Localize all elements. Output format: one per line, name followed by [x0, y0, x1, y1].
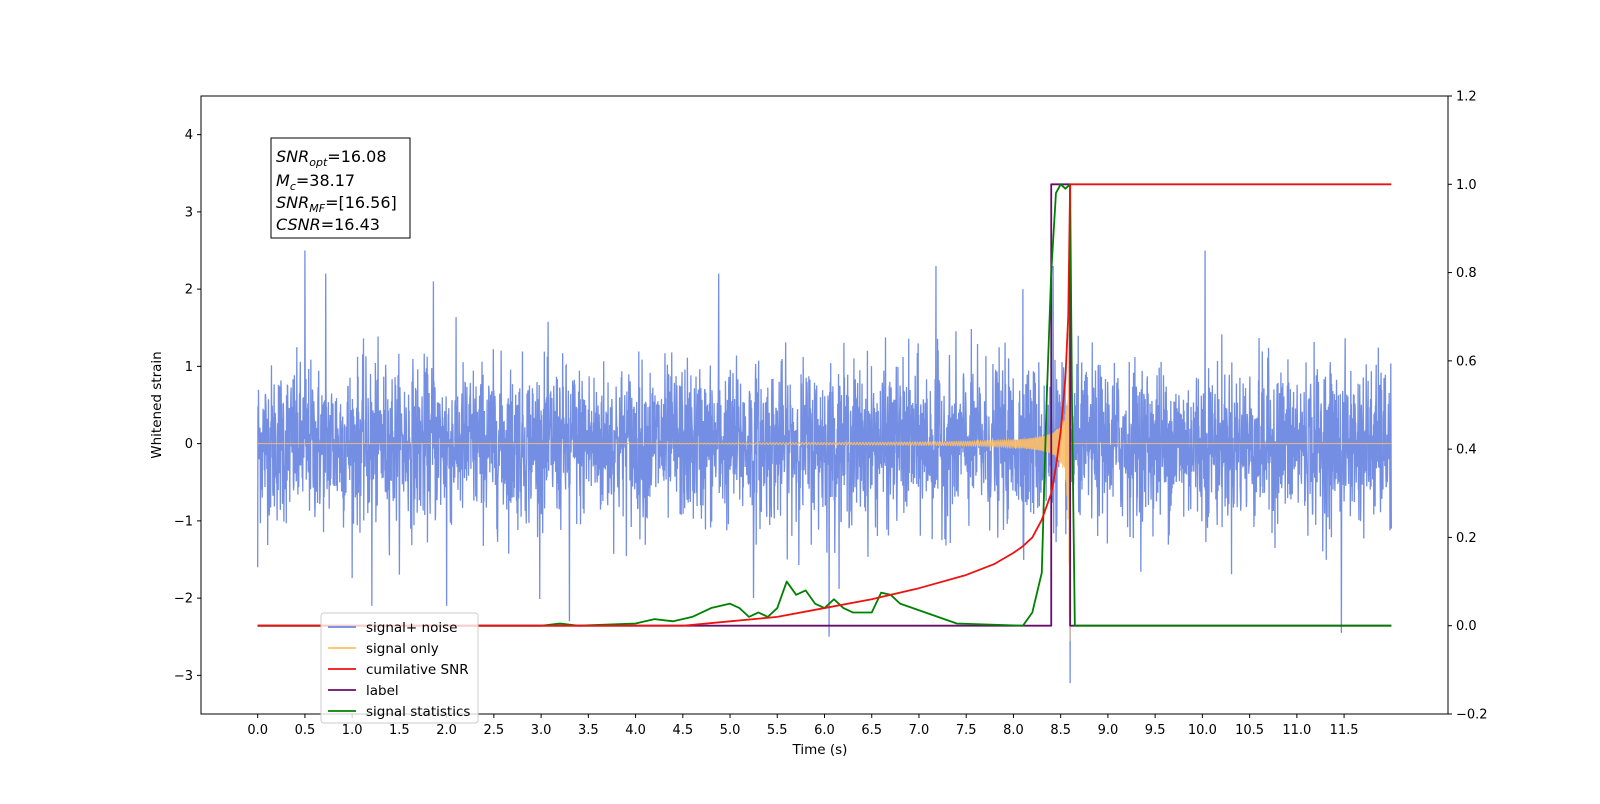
x-axis-label: Time (s) — [792, 742, 848, 758]
annotation-snr-opt-sub: opt — [309, 156, 328, 169]
annotation-mc-symbol: M — [276, 171, 290, 190]
x-tick-label: 2.5 — [484, 723, 505, 738]
svg-text:CSNR=16.43: CSNR=16.43 — [276, 215, 380, 234]
x-tick-label: 1.5 — [389, 723, 410, 738]
legend-label: cumilative SNR — [366, 662, 469, 678]
x-tick-label: 10.5 — [1235, 723, 1264, 738]
x-tick-label: 11.5 — [1330, 723, 1359, 738]
x-tick-label: 7.0 — [909, 723, 930, 738]
y-tick-label: 3 — [185, 205, 193, 220]
x-tick-label: 3.5 — [578, 723, 599, 738]
y-tick-label: −2 — [174, 592, 193, 607]
x-tick-label: 0.5 — [295, 723, 316, 738]
x-tick-label: 5.0 — [720, 723, 741, 738]
annotation-box: SNRopt=16.08 Mc=38.17 SNRMF=[16.56] CSNR… — [270, 137, 411, 239]
x-tick-label: 7.5 — [956, 723, 977, 738]
y-tick-label: 2 — [185, 283, 193, 298]
annotation-snr-mf-value: =[16.56] — [325, 193, 397, 212]
legend-label: signal+ noise — [366, 620, 457, 636]
x-tick-label: 10.0 — [1188, 723, 1217, 738]
x-tick-label: 0.0 — [247, 723, 268, 738]
annotation-snr-opt-value: =16.08 — [327, 147, 386, 166]
y-tick-label: −3 — [174, 669, 193, 684]
y-tick-label: −1 — [174, 514, 193, 529]
x-tick-label: 5.5 — [767, 723, 788, 738]
x-tick-label: 8.0 — [1003, 723, 1024, 738]
y-axis-right: −0.2 0.0 0.2 0.4 0.6 0.8 1.0 1.2 — [1448, 90, 1488, 723]
y2-tick-label: 0.4 — [1456, 443, 1477, 458]
x-tick-label: 8.5 — [1050, 723, 1071, 738]
y-tick-label: 1 — [185, 360, 193, 375]
series-layer — [257, 183, 1392, 642]
signal-noise-line — [257, 250, 1392, 684]
y2-tick-label: 0.0 — [1456, 619, 1477, 634]
x-axis: 0.0 0.5 1.0 1.5 2.0 2.5 3.0 3.5 4.0 4.5 5.0 5.5 6.0 6… — [247, 714, 1359, 738]
cumilative-snr-line — [257, 183, 1392, 627]
x-tick-label: 4.0 — [625, 723, 646, 738]
y-tick-label: 4 — [185, 128, 193, 143]
x-tick-label: 3.0 — [531, 723, 552, 738]
signal-statistics-line — [257, 183, 1392, 627]
x-tick-label: 6.5 — [861, 723, 882, 738]
annotation-mc-value: =38.17 — [296, 171, 355, 190]
legend: signal+ noise signal only cumilative SNR la… — [320, 612, 479, 724]
signal-only-line — [257, 294, 1392, 642]
signal-noise-series — [257, 250, 1392, 684]
legend-label: signal statistics — [366, 704, 470, 720]
x-tick-label: 4.5 — [672, 723, 693, 738]
y2-tick-label: 0.8 — [1456, 266, 1477, 281]
y2-tick-label: 0.6 — [1456, 354, 1477, 369]
annotation-csnr-symbol: CSNR — [276, 215, 321, 234]
x-tick-label: 11.0 — [1282, 723, 1311, 738]
y2-tick-label: −0.2 — [1456, 708, 1488, 723]
annotation-csnr-value: =16.43 — [321, 215, 380, 234]
x-tick-label: 1.0 — [342, 723, 363, 738]
y-axis-label: Whitened strain — [149, 351, 165, 458]
annotation-snr-opt-symbol: SNR — [276, 147, 309, 166]
x-tick-label: 9.0 — [1098, 723, 1119, 738]
annotation-snr-mf-symbol: SNR — [276, 193, 309, 212]
y2-tick-label: 1.2 — [1456, 90, 1477, 105]
y2-tick-label: 1.0 — [1456, 178, 1477, 193]
y-tick-label: 0 — [185, 437, 193, 452]
x-tick-label: 9.5 — [1145, 723, 1166, 738]
svg-text:Mc=38.17: Mc=38.17 — [276, 171, 355, 193]
x-tick-label: 2.0 — [436, 723, 457, 738]
annotation-mc-sub: c — [290, 180, 296, 193]
legend-label: signal only — [366, 641, 439, 657]
legend-label: label — [366, 683, 399, 699]
y2-tick-label: 0.2 — [1456, 531, 1477, 546]
y-axis-left: −3 −2 −1 0 1 2 3 4 — [174, 128, 201, 684]
x-tick-label: 6.0 — [814, 723, 835, 738]
annotation-snr-mf-sub: MF — [309, 202, 325, 215]
svg-text:SNRopt=16.08: SNRopt=16.08 — [276, 147, 387, 169]
svg-text:SNRMF=[16.56]: SNRMF=[16.56] — [276, 193, 397, 215]
